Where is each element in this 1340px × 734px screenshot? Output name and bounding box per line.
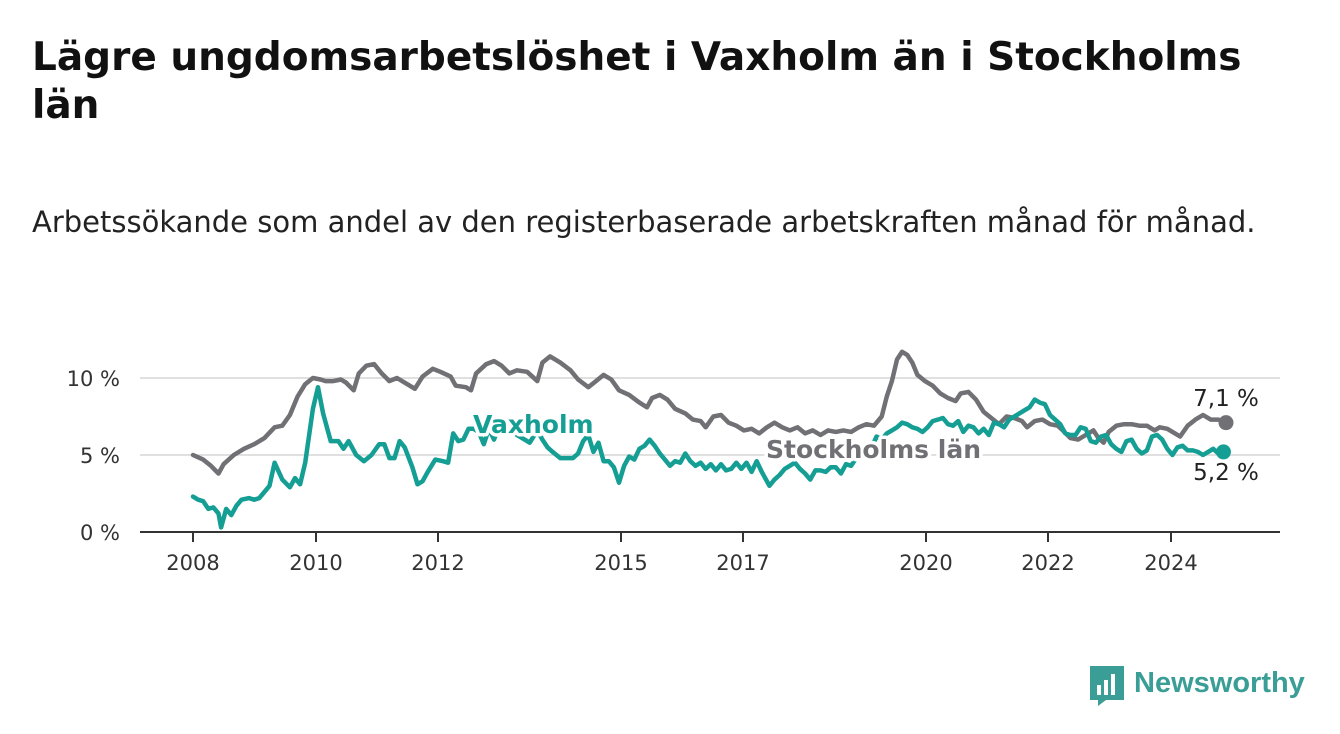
x-tick-label: 2008 bbox=[166, 551, 219, 575]
end-point-vaxholm bbox=[1215, 444, 1231, 460]
y-tick-label: 0 % bbox=[80, 521, 120, 545]
x-tick-label: 2012 bbox=[411, 551, 464, 575]
y-tick-label: 5 % bbox=[80, 444, 120, 468]
series-labels: Vaxholm Stockholms län 7,1 % 5,2 % bbox=[470, 383, 1262, 489]
x-tick-label: 2015 bbox=[594, 551, 647, 575]
brand-name: Newsworthy bbox=[1134, 666, 1305, 699]
series-label-vaxholm: Vaxholm bbox=[473, 410, 594, 439]
newsworthy-brand[interactable]: Newsworthy bbox=[1090, 660, 1305, 706]
y-axis: 0 % 5 % 10 % bbox=[67, 367, 120, 545]
end-point-stockholms-lan bbox=[1218, 415, 1234, 431]
page-subtitle: Arbetssökande som andel av den registerb… bbox=[32, 205, 1256, 239]
series-lines bbox=[190, 349, 1234, 530]
gridlines bbox=[140, 377, 1280, 456]
bar-chart-speech-bubble-icon bbox=[1090, 666, 1124, 706]
end-label-stockholms-lan: 7,1 % bbox=[1193, 386, 1259, 412]
page-title: Lägre ungdomsarbetslöshet i Vaxholm än i… bbox=[32, 35, 1242, 128]
y-tick-label: 10 % bbox=[67, 367, 120, 391]
x-tick-label: 2010 bbox=[289, 551, 342, 575]
series-label-stockholms-lan: Stockholms län bbox=[766, 435, 981, 464]
x-tick-label: 2024 bbox=[1144, 551, 1197, 575]
x-tick-label: 2022 bbox=[1021, 551, 1074, 575]
x-tick-label: 2017 bbox=[716, 551, 769, 575]
series-line-vaxholm bbox=[190, 384, 1226, 530]
x-tick-label: 2020 bbox=[899, 551, 952, 575]
end-label-vaxholm: 5,2 % bbox=[1193, 460, 1259, 486]
x-axis: 2008 2010 2012 2015 2017 2020 2022 2024 bbox=[140, 531, 1280, 575]
